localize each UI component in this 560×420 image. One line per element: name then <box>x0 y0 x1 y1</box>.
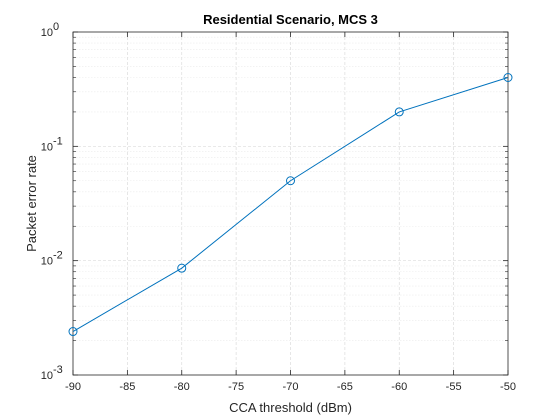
data-point <box>503 72 513 82</box>
data-point <box>394 107 404 117</box>
series-line <box>72 77 509 332</box>
data-point <box>68 327 78 337</box>
x-tick-label: -60 <box>391 381 407 393</box>
x-tick-label: -90 <box>65 381 81 393</box>
x-tick-label: -80 <box>174 381 190 393</box>
y-tick-label-base: 10 <box>41 27 53 39</box>
x-tick-label: -85 <box>119 381 135 393</box>
y-tick-label-base: 10 <box>41 256 53 268</box>
data-point <box>177 263 187 273</box>
y-axis-label: Packet error rate <box>24 155 39 252</box>
y-tick-label-base: 10 <box>41 141 53 153</box>
y-tick-label-exponent: -3 <box>53 364 63 376</box>
y-tick-label-base: 10 <box>41 370 53 382</box>
y-tick-label-exponent: -1 <box>53 135 63 147</box>
x-tick-label: -70 <box>283 381 299 393</box>
tick-marks <box>72 31 509 376</box>
y-tick-label-exponent: 0 <box>53 21 59 33</box>
x-tick-label: -75 <box>228 381 244 393</box>
data-point <box>286 176 295 186</box>
x-tick-label: -50 <box>500 381 516 393</box>
x-axis-label: CCA threshold (dBm) <box>229 400 352 415</box>
series-layer <box>68 72 513 337</box>
y-tick-label-exponent: -2 <box>53 250 63 262</box>
major-grid <box>73 32 508 375</box>
x-tick-label: -55 <box>446 381 462 393</box>
x-tick-labels: -90 -85 -80 -75 -70 -65 -60 -55 -50 <box>65 381 516 393</box>
x-tick-label: -65 <box>337 381 353 393</box>
chart-title: Residential Scenario, MCS 3 <box>203 12 378 27</box>
